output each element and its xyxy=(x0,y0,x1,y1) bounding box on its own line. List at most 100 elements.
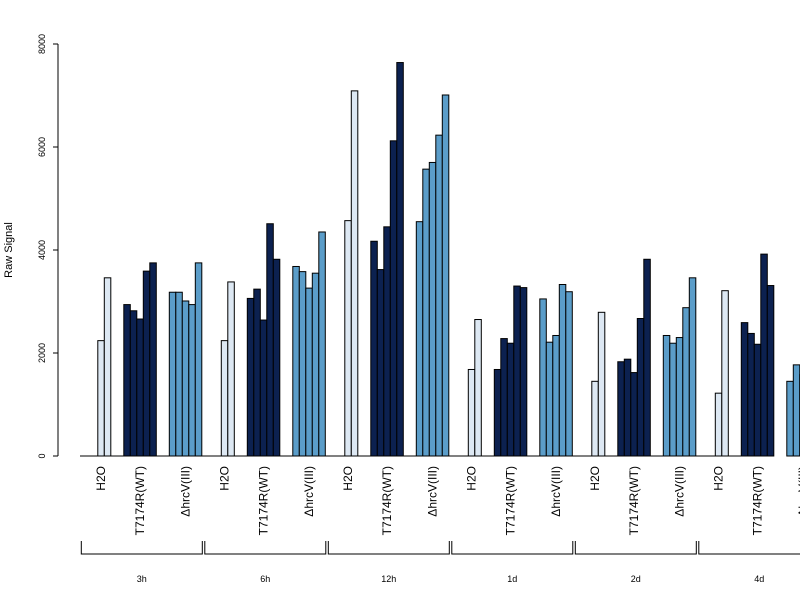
bar xyxy=(591,380,599,457)
bar xyxy=(311,272,320,457)
bar xyxy=(669,342,677,457)
bar xyxy=(766,285,775,457)
bar xyxy=(259,319,268,457)
group-brackets: 3h6h12h1d2d4d6d xyxy=(80,541,800,584)
bar xyxy=(662,334,671,457)
bar xyxy=(292,265,300,457)
group-bracket xyxy=(327,541,450,555)
group-bracket xyxy=(698,541,800,555)
category-label: T7174R(WT) xyxy=(257,466,271,535)
category-label: H2O xyxy=(465,466,479,491)
bar xyxy=(298,271,307,457)
group-label: 12h xyxy=(381,574,396,584)
bar xyxy=(675,337,684,457)
category-label: T7174R(WT) xyxy=(380,466,394,535)
bar xyxy=(383,226,391,457)
bar xyxy=(350,90,359,457)
bar xyxy=(103,277,112,457)
bar xyxy=(318,231,326,457)
bar xyxy=(721,290,729,457)
group-label: 1d xyxy=(507,574,517,584)
bar xyxy=(142,270,151,457)
bar xyxy=(435,134,443,457)
category-label: T7174R(WT) xyxy=(751,466,765,535)
group-bracket xyxy=(574,541,697,555)
category-label: ΔhrcV(III) xyxy=(796,466,800,517)
category-label: H2O xyxy=(588,466,602,491)
bar xyxy=(493,368,502,457)
category-label: H2O xyxy=(218,466,232,491)
category-label: H2O xyxy=(94,466,108,491)
category-label: ΔhrcV(III) xyxy=(673,466,687,517)
bar xyxy=(168,291,177,457)
bar xyxy=(636,318,645,457)
bar xyxy=(344,220,352,457)
bar xyxy=(149,262,157,457)
group-bracket xyxy=(80,541,203,555)
bar xyxy=(467,368,476,457)
bar xyxy=(188,304,196,457)
bar xyxy=(682,307,690,457)
bar xyxy=(415,221,424,457)
y-tick-label: 6000 xyxy=(37,137,47,157)
bar xyxy=(370,240,378,457)
bar xyxy=(552,334,560,457)
bar xyxy=(545,341,554,457)
bar xyxy=(565,291,573,457)
bar xyxy=(253,288,261,457)
group-bracket xyxy=(204,541,327,555)
bar xyxy=(688,277,697,457)
bar xyxy=(266,223,274,457)
bar xyxy=(220,340,229,457)
category-labels: H2O T7174R(WT) ΔhrcV(III) H2O T7174R(WT) Δhrc… xyxy=(94,466,800,535)
bar xyxy=(539,298,547,457)
bar xyxy=(513,285,521,457)
bar xyxy=(617,361,625,457)
group-label: 2d xyxy=(631,574,641,584)
bar xyxy=(760,253,768,457)
bar xyxy=(376,269,385,457)
category-label: T7174R(WT) xyxy=(504,466,518,535)
bar xyxy=(474,319,482,457)
bar xyxy=(519,287,528,457)
y-tick-label: 4000 xyxy=(37,240,47,260)
category-label: H2O xyxy=(341,466,355,491)
bar xyxy=(630,372,638,457)
bar xyxy=(129,310,138,457)
y-tick-label: 8000 xyxy=(37,34,47,54)
bar xyxy=(714,392,723,457)
bar xyxy=(123,304,131,457)
bar xyxy=(643,258,651,457)
group-label: 4d xyxy=(754,574,764,584)
category-label: ΔhrcV(III) xyxy=(549,466,563,517)
bar xyxy=(786,380,794,457)
bar xyxy=(175,291,183,457)
category-label: ΔhrcV(III) xyxy=(179,466,193,517)
group-bracket xyxy=(451,541,574,555)
y-axis-title: Raw Signal xyxy=(3,222,15,278)
bar xyxy=(389,140,398,457)
category-label: H2O xyxy=(712,466,726,491)
bar xyxy=(422,168,430,457)
group-label: 3h xyxy=(137,574,147,584)
bar xyxy=(558,284,567,457)
bar xyxy=(305,287,313,457)
bar xyxy=(753,343,762,457)
bar xyxy=(506,342,515,457)
y-axis: 0 2000 4000 6000 8000 xyxy=(37,34,59,459)
bar xyxy=(227,281,235,457)
bar xyxy=(181,300,190,457)
bar xyxy=(500,338,508,457)
bar xyxy=(740,322,749,457)
category-label: T7174R(WT) xyxy=(133,466,147,535)
bar xyxy=(396,62,404,457)
bar xyxy=(272,258,281,457)
bar xyxy=(597,311,606,457)
bar xyxy=(246,297,255,457)
category-label: T7174R(WT) xyxy=(627,466,641,535)
bar xyxy=(747,332,755,457)
y-tick-label: 0 xyxy=(37,453,47,458)
bar xyxy=(136,318,144,457)
bar xyxy=(792,364,800,457)
